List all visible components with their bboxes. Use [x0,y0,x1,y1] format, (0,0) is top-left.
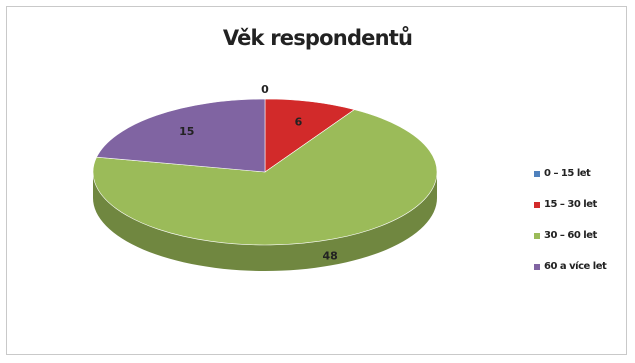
data-label: 48 [322,250,337,263]
legend-swatch [534,263,540,270]
legend-label: 0 – 15 let [544,168,591,179]
legend-item: 0 – 15 let [534,158,606,189]
legend-swatch [534,201,540,208]
legend-item: 30 – 60 let [534,220,606,251]
data-labels: 0 6 48 15 [179,83,338,263]
pie-slice [264,98,356,173]
pie-side-wall [93,172,437,271]
pie-slices [92,98,438,246]
chart-title: Věk respondentů [222,26,413,50]
legend-item: 60 a více let [534,251,607,282]
data-label: 15 [179,125,194,138]
legend-label: 60 a více let [544,261,607,272]
legend-item: 15 – 30 let [534,189,606,220]
legend-swatch [534,170,540,177]
legend-label: 15 – 30 let [544,199,597,210]
data-label: 6 [295,115,303,128]
legend: 0 – 15 let 15 – 30 let 30 – 60 let 60 a … [534,158,607,282]
pie-3d-sides [93,172,437,271]
pie-slice [96,98,266,173]
legend-swatch [534,232,540,239]
pie-slice [92,109,438,246]
legend-label: 30 – 60 let [544,230,597,241]
data-label: 0 [261,83,269,96]
